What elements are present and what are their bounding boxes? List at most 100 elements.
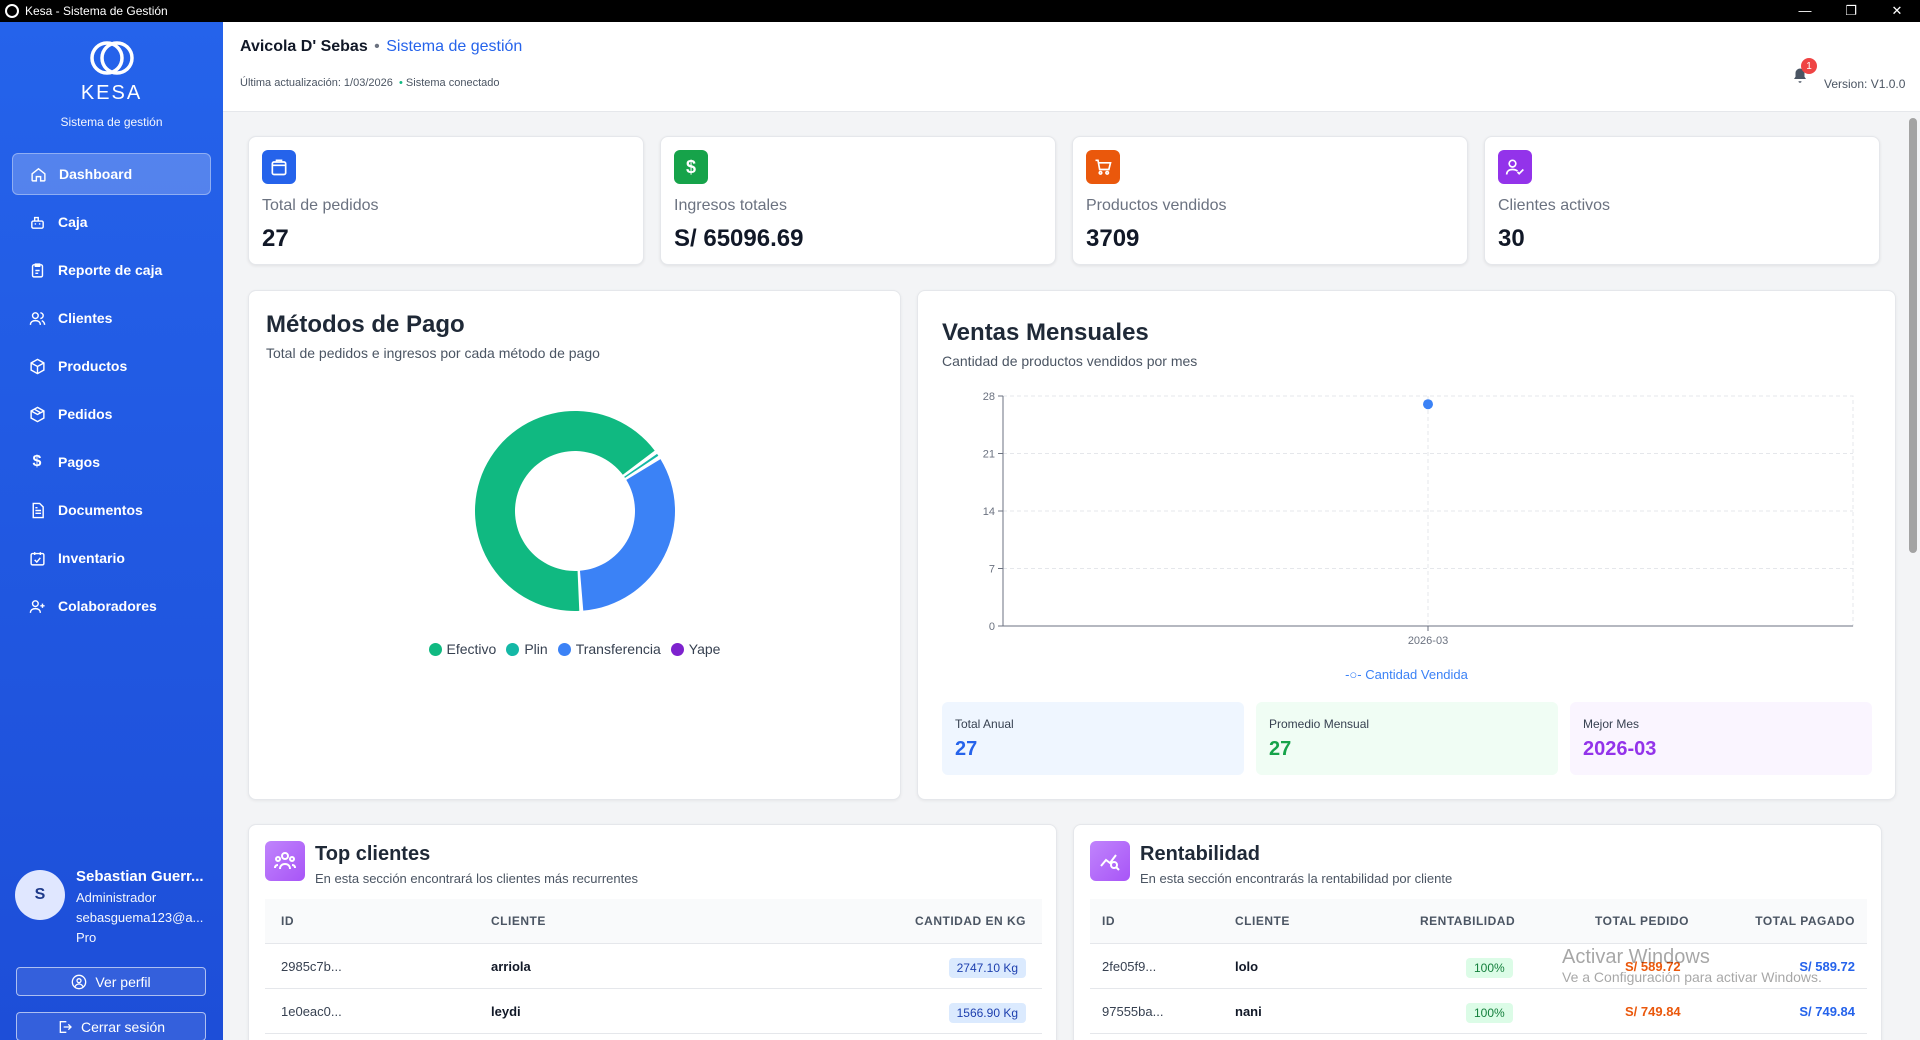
sidebar-item-pagos[interactable]: $ Pagos [12, 441, 211, 483]
view-profile-button[interactable]: Ver perfil [16, 967, 206, 996]
cash-register-icon [28, 213, 46, 231]
sidebar-item-label: Pedidos [58, 406, 113, 422]
legend-item[interactable]: Yape [670, 641, 720, 657]
donut-slice-efectivo [474, 411, 655, 611]
y-tick-label: 7 [989, 564, 995, 576]
user-plus-icon [28, 597, 46, 615]
close-button[interactable]: ✕ [1891, 3, 1903, 18]
monthly-sales-chart: 0 7 14 21 28 2026-03 [983, 391, 1854, 647]
user-check-icon [1498, 150, 1532, 184]
table-row[interactable]: 2985c7b... arriola 2747.10 Kg [265, 944, 1042, 989]
column-header[interactable]: CANTIDAD EN KG [915, 914, 1026, 928]
sidebar-item-pedidos[interactable]: Pedidos [12, 393, 211, 435]
column-header[interactable]: ID [1102, 914, 1115, 928]
legend-swatch-yape [670, 642, 684, 656]
row-total-paid: S/ 589.72 [1799, 959, 1855, 974]
row-kg-badge: 2747.10 Kg [948, 958, 1026, 978]
row-kg-badge: 1566.90 Kg [948, 1003, 1026, 1023]
last-update: Última actualización: 1/03/2026 [240, 77, 393, 89]
legend-swatch-efectivo [428, 642, 442, 656]
table-header: ID CLIENTE RENTABILIDAD TOTAL PEDIDO TOT… [1090, 899, 1867, 944]
scrollbar-thumb[interactable] [1909, 118, 1917, 553]
kpi-value: 27 [955, 738, 978, 760]
window-titlebar: Kesa - Sistema de Gestión — ❐ ✕ [0, 0, 1920, 22]
sidebar-item-inventario[interactable]: Inventario [12, 537, 211, 579]
panel-subtitle: Cantidad de productos vendidos por mes [942, 353, 1198, 369]
shopping-bag-icon [262, 150, 296, 184]
sidebar-item-label: Documentos [58, 502, 143, 518]
stat-card-total-orders: Total de pedidos 27 [248, 136, 644, 265]
kpi-label: Total Anual [955, 717, 1014, 731]
stat-label: Ingresos totales [674, 197, 787, 214]
main-scrollbar[interactable] [1908, 113, 1918, 1040]
clipboard-icon [28, 261, 46, 279]
box-icon [28, 357, 46, 375]
dollar-icon: $ [674, 150, 708, 184]
sidebar-item-reporte-de-caja[interactable]: Reporte de caja [12, 249, 211, 291]
sidebar-item-clientes[interactable]: Clientes [12, 297, 211, 339]
users-icon [28, 309, 46, 327]
column-header[interactable]: RENTABILIDAD [1420, 914, 1516, 928]
payment-donut-chart [474, 411, 675, 611]
sidebar-item-label: Reporte de caja [58, 262, 163, 278]
table-row[interactable]: 97555ba... nani 100% S/ 749.84 S/ 749.84 [1090, 989, 1867, 1034]
sidebar-item-caja[interactable]: Caja [12, 201, 211, 243]
stat-card-active-clients: Clientes activos 30 [1484, 136, 1880, 265]
panel-subtitle: Total de pedidos e ingresos por cada mét… [266, 345, 600, 361]
kpi-value: 2026-03 [1583, 738, 1657, 760]
legend-item[interactable]: Plin [506, 641, 548, 657]
stat-value: S/ 65096.69 [674, 225, 804, 252]
column-header[interactable]: TOTAL PEDIDO [1595, 914, 1690, 928]
table-row[interactable]: 1e0eac0... leydi 1566.90 Kg [265, 989, 1042, 1034]
legend-item[interactable]: Transferencia [557, 641, 661, 657]
table-row[interactable]: 2fe05f9... lolo 100% S/ 589.72 S/ 589.72 [1090, 944, 1867, 989]
system-name: Sistema de gestión [386, 38, 523, 55]
window-title: Kesa - Sistema de Gestión [25, 4, 168, 18]
donut-legend: Efectivo Plin Transferencia Yape [249, 641, 900, 657]
column-header[interactable]: CLIENTE [1235, 914, 1290, 928]
user-box: S Sebastian Guerr... Administrador sebas… [0, 850, 223, 1040]
title-separator: • [374, 38, 380, 55]
sidebar-item-colaboradores[interactable]: Colaboradores [12, 585, 211, 627]
user-plan: Pro [76, 930, 97, 945]
x-tick-label: 2026-03 [1408, 635, 1448, 647]
watermark-title: Activar Windows [1562, 946, 1710, 968]
watermark-subtitle: Ve a Configuración para activar Windows. [1562, 969, 1822, 985]
payment-methods-panel: Métodos de Pago Total de pedidos e ingre… [248, 290, 901, 800]
stat-card-products-sold: Productos vendidos 3709 [1072, 136, 1468, 265]
kesa-logo-icon [89, 41, 134, 75]
sidebar-item-label: Inventario [58, 550, 125, 566]
sidebar-item-dashboard[interactable]: Dashboard [12, 153, 211, 195]
notifications-button[interactable]: 1 [1791, 58, 1817, 91]
logout-button[interactable]: Cerrar sesión [16, 1012, 206, 1040]
legend-label: Plin [524, 641, 548, 657]
users-group-icon [265, 841, 305, 881]
table-header: ID CLIENTE CANTIDAD EN KG [265, 899, 1042, 944]
sidebar-item-label: Clientes [58, 310, 113, 326]
chart-legend[interactable]: -○- Cantidad Vendida [918, 667, 1895, 682]
row-total-ordered: S/ 749.84 [1625, 1004, 1681, 1019]
sidebar-item-productos[interactable]: Productos [12, 345, 211, 387]
avatar[interactable]: S [15, 870, 65, 920]
column-header[interactable]: TOTAL PAGADO [1755, 914, 1855, 928]
maximize-button[interactable]: ❐ [1845, 3, 1857, 18]
row-id: 2fe05f9... [1102, 959, 1157, 974]
legend-line-icon: -○- [1345, 667, 1362, 682]
stat-value: 27 [262, 225, 289, 252]
sidebar-item-documentos[interactable]: Documentos [12, 489, 211, 531]
column-header[interactable]: ID [281, 914, 294, 928]
logout-icon [59, 1020, 72, 1033]
view-profile-label: Ver perfil [95, 973, 151, 990]
stat-value: 3709 [1086, 225, 1140, 252]
brand-name: KESA [80, 82, 143, 104]
logo: KESA Sistema de gestión [0, 22, 223, 129]
row-id: 97555ba... [1102, 1004, 1164, 1019]
legend-item[interactable]: Efectivo [428, 641, 496, 657]
user-circle-icon [72, 974, 87, 989]
column-header[interactable]: CLIENTE [491, 914, 546, 928]
user-role: Administrador [76, 890, 157, 905]
stat-label: Total de pedidos [262, 197, 379, 214]
home-icon [29, 165, 47, 183]
minimize-button[interactable]: — [1798, 3, 1812, 18]
row-total-ordered: S/ 589.72 [1625, 959, 1681, 974]
